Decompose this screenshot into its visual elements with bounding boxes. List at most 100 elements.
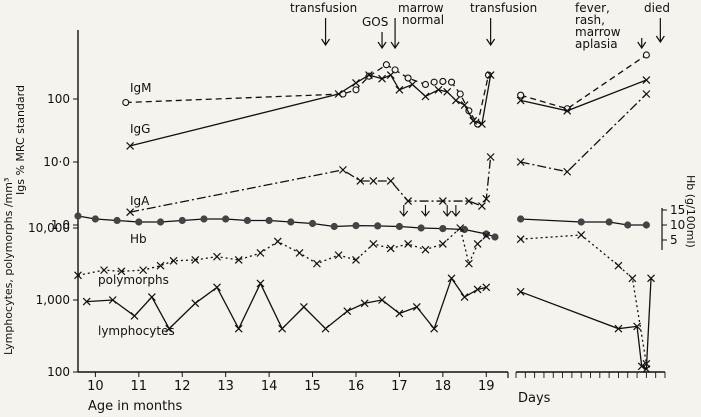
data-point-hb [308, 219, 317, 228]
annotation-text: transfusion [290, 1, 357, 15]
data-point-post-igg [516, 96, 525, 105]
data-point-post-polymorphs [577, 231, 586, 239]
series-line-lymphocytes [86, 276, 487, 331]
data-point-igg [395, 85, 404, 94]
y-axis-label-lower: Lymphocytes, polymorphs /mm³ [2, 177, 15, 355]
data-point-lymphocytes [460, 293, 469, 301]
data-point-post-iga [516, 158, 525, 166]
data-point-lymphocytes [430, 324, 439, 333]
data-point-polymorphs [464, 259, 473, 268]
data-point-post-lymphocytes [637, 362, 646, 371]
data-point-iga [356, 177, 365, 185]
data-point-igg [365, 71, 373, 79]
data-point-polymorphs [100, 266, 108, 275]
data-point-iga [486, 153, 495, 161]
data-point-post-igm [642, 51, 650, 59]
annotation-arrow [321, 18, 331, 47]
data-point-lymphocytes [447, 274, 456, 283]
data-point-lymphocytes [321, 324, 330, 333]
x-tick-label: 19 [478, 379, 495, 394]
data-point-post-lymphocytes [633, 322, 641, 331]
series-line-post-iga [520, 93, 647, 173]
data-point-post-hb [605, 218, 613, 226]
data-point-lymphocytes [213, 283, 221, 292]
data-point-lymphocytes [82, 297, 91, 306]
data-point-polymorphs [234, 256, 243, 264]
data-point-lymphocytes [299, 303, 308, 311]
data-point-igm [122, 98, 130, 107]
series-label-hb: Hb [130, 232, 147, 246]
x-tick-label: 17 [391, 379, 408, 394]
data-point-igm [456, 90, 464, 98]
x-axis-label: Age in months [88, 399, 182, 414]
data-point-hb [374, 222, 382, 230]
x-tick-label: 14 [261, 379, 278, 394]
series-line-igg [129, 74, 492, 147]
data-point-polymorphs [74, 271, 82, 280]
data-point-igg [451, 96, 460, 105]
data-point-igg [334, 90, 343, 98]
y-tick-label-cell: 100 [47, 365, 70, 379]
annotation-text: died [644, 1, 670, 15]
data-point-igg [434, 85, 443, 94]
data-point-lymphocytes [130, 312, 139, 320]
data-point-post-polymorphs [614, 261, 623, 270]
data-point-polymorphs [482, 231, 491, 240]
data-point-hb [439, 225, 447, 233]
data-point-igg [126, 141, 135, 150]
data-point-igm [421, 80, 430, 89]
annotation-arrow [655, 18, 665, 44]
data-point-post-lymphocytes [642, 365, 651, 373]
data-point-polymorphs [421, 245, 430, 254]
series-label-igm: IgM [130, 81, 152, 95]
data-point-hb [178, 216, 186, 225]
data-point-hb [352, 222, 360, 230]
data-point-post-polymorphs [628, 274, 637, 283]
data-point-polymorphs [213, 252, 221, 261]
plateau-arrow [451, 205, 461, 217]
data-point-polymorphs [438, 240, 447, 248]
data-point-igm [382, 61, 390, 69]
data-point-lymphocytes [108, 296, 117, 304]
data-point-igg [378, 74, 386, 83]
data-point-igm [439, 77, 447, 85]
y-axis-label-upper: Igs % MRC standard [14, 85, 27, 195]
data-point-post-iga [563, 167, 572, 176]
data-point-polymorphs [117, 267, 126, 276]
x-tick-label: 13 [217, 379, 234, 394]
series-label-igg: IgG [130, 122, 150, 136]
data-point-lymphocytes [343, 307, 352, 316]
data-point-igg [352, 78, 360, 87]
data-point-polymorphs [334, 251, 343, 260]
data-point-hb [330, 222, 338, 231]
data-point-lymphocytes [360, 299, 369, 308]
data-point-hb [482, 230, 490, 238]
annotation-text: marrow [575, 25, 621, 39]
data-point-hb [156, 218, 165, 226]
data-point-polymorphs [295, 249, 304, 257]
y-tick-label-hb: 5 [670, 233, 678, 247]
data-point-igg [469, 116, 478, 125]
data-point-iga [482, 194, 491, 203]
data-point-post-hb [517, 215, 525, 223]
data-point-igm [430, 78, 438, 86]
y-axis-label-right: Hb (g/100ml) [684, 175, 697, 248]
data-point-hb [113, 216, 121, 225]
data-point-polymorphs [386, 244, 395, 253]
data-point-lymphocytes [191, 299, 200, 308]
data-point-igg [443, 87, 452, 96]
annotation-arrow [390, 18, 400, 50]
data-point-igg [386, 71, 395, 79]
x-tick-label: 16 [348, 379, 365, 394]
series-line-post-lymphocytes [520, 278, 652, 371]
data-point-hb [491, 233, 499, 241]
data-point-hb [135, 218, 143, 226]
data-point-polymorphs [369, 240, 378, 248]
data-point-lymphocytes [473, 285, 482, 294]
data-point-hb [287, 218, 295, 226]
data-point-polymorphs [312, 259, 321, 268]
data-point-polymorphs [273, 237, 282, 246]
y-tick-label-hb: 15 [670, 203, 685, 217]
data-point-lymphocytes [256, 279, 265, 288]
